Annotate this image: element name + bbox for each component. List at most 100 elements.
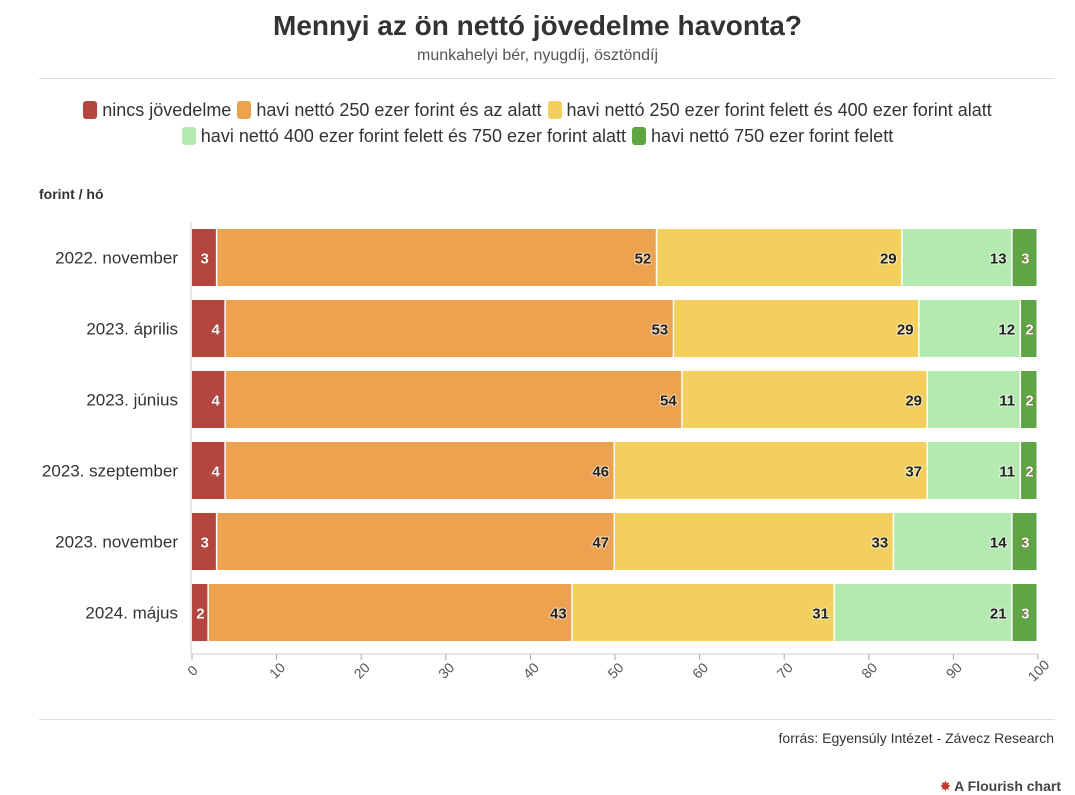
bar-segment[interactable] bbox=[1012, 229, 1037, 286]
data-label: 31 bbox=[812, 606, 829, 623]
x-tick-label: 90 bbox=[943, 659, 965, 681]
data-label: 21 bbox=[990, 606, 1007, 623]
bar-segment[interactable] bbox=[674, 300, 919, 357]
legend-item-2[interactable]: havi nettó 250 ezer forint és az alatt bbox=[237, 97, 542, 123]
x-tick-label: 20 bbox=[350, 659, 372, 681]
category-label: 2023. szeptember bbox=[42, 462, 178, 481]
legend-label: havi nettó 250 ezer forint és az alatt bbox=[256, 100, 542, 120]
bar-segment[interactable] bbox=[834, 584, 1012, 641]
x-tick-label: 0 bbox=[184, 662, 201, 679]
data-label: 3 bbox=[1021, 251, 1029, 268]
data-label: 29 bbox=[880, 251, 897, 268]
chart-title: Mennyi az ön nettó jövedelme havonta? bbox=[273, 10, 802, 41]
data-label: 3 bbox=[201, 535, 209, 552]
legend-swatch bbox=[181, 127, 196, 145]
data-label: 4 bbox=[211, 322, 220, 339]
data-label: 3 bbox=[201, 251, 209, 268]
flourish-logo-icon: ✸ bbox=[939, 778, 952, 794]
data-label: 54 bbox=[660, 393, 677, 410]
legend-item-5[interactable]: havi nettó 750 ezer forint felett bbox=[632, 123, 893, 149]
data-label: 37 bbox=[905, 464, 922, 481]
data-label: 4 bbox=[211, 393, 220, 410]
category-label: 2023. június bbox=[86, 391, 178, 410]
bar-segment[interactable] bbox=[615, 513, 893, 570]
bar-segment[interactable] bbox=[192, 371, 225, 428]
legend-swatch bbox=[83, 101, 98, 119]
bar-segment[interactable] bbox=[192, 229, 216, 286]
chart-subtitle: munkahelyi bér, nyugdíj, ösztöndíj bbox=[416, 47, 659, 64]
bar-segment[interactable] bbox=[192, 584, 208, 641]
flourish-credit-label: A Flourish chart bbox=[954, 778, 1061, 794]
legend-swatch bbox=[632, 127, 647, 145]
category-label: 2023. november bbox=[55, 533, 178, 552]
legend-swatch bbox=[547, 101, 562, 119]
legend-label: havi nettó 750 ezer forint felett bbox=[651, 126, 894, 146]
bar-segment[interactable] bbox=[928, 371, 1020, 428]
data-label: 2 bbox=[1025, 393, 1033, 410]
data-label: 12 bbox=[998, 322, 1015, 339]
bar-segment[interactable] bbox=[928, 442, 1020, 499]
bar-segment[interactable] bbox=[217, 513, 614, 570]
data-label: 14 bbox=[990, 535, 1007, 552]
legend-item-4[interactable]: havi nettó 400 ezer forint felett és 750… bbox=[181, 123, 627, 149]
data-label: 4 bbox=[211, 464, 220, 481]
header-divider bbox=[39, 78, 1055, 79]
x-tick-label: 50 bbox=[604, 659, 626, 681]
data-label: 2 bbox=[1025, 322, 1033, 339]
data-label: 3 bbox=[1021, 535, 1029, 552]
x-tick-label: 60 bbox=[689, 659, 711, 681]
bar-segment[interactable] bbox=[1021, 300, 1037, 357]
category-label: 2023. április bbox=[86, 320, 178, 339]
bar-segment[interactable] bbox=[902, 229, 1012, 286]
bar-segment[interactable] bbox=[225, 300, 673, 357]
legend-swatch bbox=[237, 101, 252, 119]
bar-segment[interactable] bbox=[192, 442, 225, 499]
bar-segment[interactable] bbox=[192, 300, 225, 357]
data-label: 29 bbox=[905, 393, 922, 410]
bar-segment[interactable] bbox=[217, 229, 656, 286]
bar-segment[interactable] bbox=[615, 442, 927, 499]
bar-segment[interactable] bbox=[1012, 584, 1037, 641]
x-tick-label: 70 bbox=[773, 659, 795, 681]
data-label: 2 bbox=[1025, 464, 1033, 481]
footer-divider bbox=[39, 719, 1055, 720]
bar-segment[interactable] bbox=[1021, 442, 1037, 499]
legend-label: havi nettó 250 ezer forint felett és 400… bbox=[566, 100, 992, 120]
data-label: 46 bbox=[592, 464, 609, 481]
category-label: 2024. május bbox=[85, 604, 178, 623]
source-note: forrás: Egyensúly Intézet - Závecz Resea… bbox=[778, 730, 1054, 746]
data-label: 13 bbox=[990, 251, 1007, 268]
bar-segment[interactable] bbox=[919, 300, 1020, 357]
bar-segment[interactable] bbox=[894, 513, 1012, 570]
flourish-credit[interactable]: ✸ A Flourish chart bbox=[939, 778, 1061, 795]
data-label: 43 bbox=[550, 606, 567, 623]
data-label: 47 bbox=[592, 535, 609, 552]
bar-segment[interactable] bbox=[657, 229, 902, 286]
bar-segment[interactable] bbox=[192, 513, 216, 570]
legend-item-3[interactable]: havi nettó 250 ezer forint felett és 400… bbox=[547, 97, 992, 123]
x-tick-label: 40 bbox=[520, 659, 542, 681]
data-label: 11 bbox=[999, 393, 1015, 410]
legend-label: nincs jövedelme bbox=[102, 100, 232, 120]
bar-segment[interactable] bbox=[1021, 371, 1037, 428]
bar-segment[interactable] bbox=[1012, 513, 1037, 570]
bar-segment[interactable] bbox=[682, 371, 927, 428]
legend-label: havi nettó 400 ezer forint felett és 750… bbox=[200, 126, 627, 146]
legend-item-1[interactable]: nincs jövedelme bbox=[83, 97, 231, 123]
data-label: 52 bbox=[635, 251, 652, 268]
data-label: 2 bbox=[196, 606, 204, 623]
data-label: 11 bbox=[999, 464, 1015, 481]
x-tick-label: 10 bbox=[266, 659, 288, 681]
bar-segment[interactable] bbox=[208, 584, 572, 641]
x-tick-label: 100 bbox=[1025, 656, 1053, 684]
data-label: 3 bbox=[1021, 606, 1029, 623]
category-label: 2022. november bbox=[55, 249, 178, 268]
unit-label: forint / hó bbox=[39, 186, 104, 202]
bar-segment[interactable] bbox=[225, 442, 614, 499]
legend: nincs jövedelme havi nettó 250 ezer forin… bbox=[30, 97, 1045, 149]
bar-segment[interactable] bbox=[225, 371, 682, 428]
bar-segment[interactable] bbox=[572, 584, 834, 641]
data-label: 29 bbox=[897, 322, 914, 339]
x-tick-label: 80 bbox=[858, 659, 880, 681]
